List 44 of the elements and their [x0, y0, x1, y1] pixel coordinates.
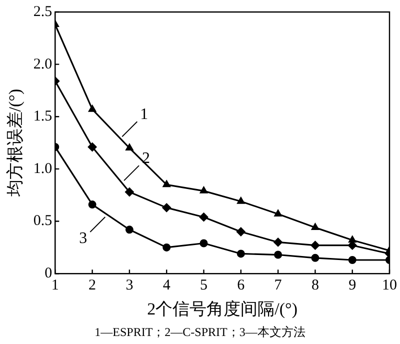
point — [125, 144, 134, 151]
x-tick-label: 8 — [311, 278, 319, 294]
point — [311, 254, 320, 262]
x-tick-label: 4 — [162, 278, 171, 294]
point — [200, 186, 208, 194]
point — [88, 200, 96, 209]
y-tick-label: 1.5 — [33, 108, 52, 125]
y-tick-label: 0.5 — [33, 213, 52, 230]
x-tick-label: 3 — [126, 278, 134, 294]
point — [162, 243, 171, 252]
point — [124, 187, 134, 196]
x-tick-label: 9 — [348, 278, 356, 294]
x-tick-label: 1 — [51, 278, 59, 294]
point — [274, 238, 283, 247]
point — [274, 250, 282, 259]
x-tick-label: 2 — [88, 278, 96, 294]
point — [162, 180, 171, 188]
annotation: 3 — [79, 230, 88, 248]
annotation: 1 — [140, 106, 148, 123]
point — [125, 226, 134, 234]
x-tick-label: 7 — [274, 278, 282, 294]
point — [236, 250, 245, 258]
y-tick-label: 2.5 — [33, 4, 52, 20]
y-tick-label: 2.0 — [33, 56, 52, 72]
point — [348, 256, 356, 264]
point — [88, 142, 97, 152]
y-tick-label: 1.0 — [33, 160, 52, 177]
x-tick-label: 6 — [237, 278, 246, 294]
point — [88, 104, 96, 112]
text: 1—ESPRIT；2—C-SPRIT；3—本文方法 — [94, 324, 306, 340]
y-axis-title: 均方根误差/(°) — [6, 88, 25, 198]
point — [199, 212, 208, 222]
point — [236, 227, 246, 236]
point — [200, 239, 208, 248]
point — [311, 223, 320, 230]
x-tick-label: 10 — [382, 278, 397, 294]
point — [310, 240, 320, 250]
point — [348, 236, 356, 243]
point — [274, 209, 282, 216]
point — [162, 203, 172, 212]
y-tick-label: 0 — [44, 266, 52, 282]
point — [236, 196, 245, 204]
x-tick-label: 5 — [200, 278, 208, 294]
x-axis-title: 2个信号角度间隔/(°) — [147, 299, 298, 318]
